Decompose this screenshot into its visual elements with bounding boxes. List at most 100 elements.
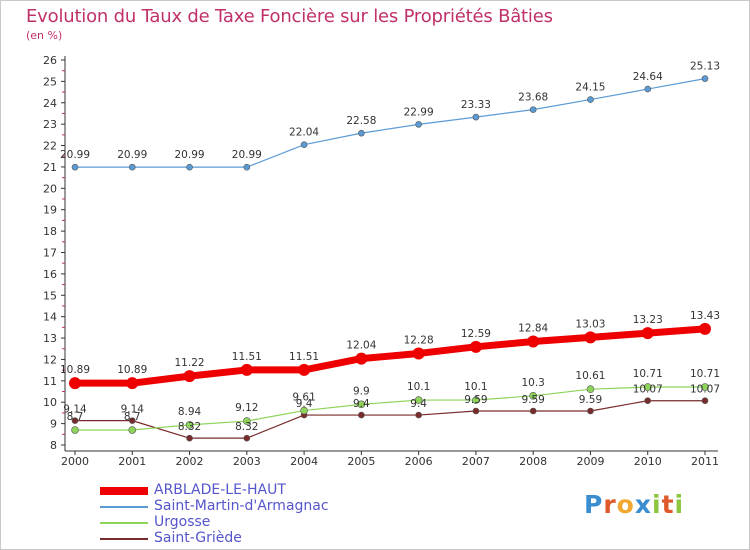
data-label: 12.28: [404, 334, 434, 346]
data-point: [357, 400, 366, 409]
data-label: 8.7: [124, 411, 141, 423]
data-point: [644, 397, 652, 405]
legend-swatch-arblade: [100, 487, 148, 495]
data-point: [527, 335, 540, 348]
data-point: [412, 347, 425, 360]
data-label: 8.7: [67, 411, 84, 423]
data-point: [587, 96, 594, 103]
legend-item-saint-griede: Saint-Griède: [100, 530, 460, 547]
data-point: [643, 383, 652, 391]
legend-label-urgosse: Urgosse: [154, 514, 211, 530]
y-tick-label: 23: [43, 118, 57, 131]
data-label: 9.59: [579, 394, 602, 406]
x-tick-label: 2001: [118, 455, 146, 468]
data-label: 9.4: [410, 398, 427, 410]
data-point: [71, 417, 79, 424]
series-line-1: [75, 78, 706, 168]
y-tick-label: 19: [43, 204, 57, 217]
x-tick-label: 2000: [61, 455, 89, 468]
data-point: [701, 397, 709, 405]
data-point: [414, 396, 423, 404]
data-point: [529, 392, 537, 400]
data-point: [586, 385, 595, 393]
data-label: 8.32: [178, 421, 201, 433]
logo-letter: i: [652, 490, 662, 519]
data-point: [701, 75, 709, 82]
legend-label-arblade: ARBLADE-LE-HAUT: [154, 482, 286, 498]
data-point: [243, 434, 251, 442]
logo-letter: P: [584, 490, 604, 519]
data-point: [186, 434, 193, 442]
data-point: [183, 370, 196, 383]
data-label: 12.84: [518, 322, 548, 334]
data-point: [529, 407, 537, 415]
logo-letter: x: [634, 490, 652, 519]
y-tick-label: 22: [43, 140, 57, 153]
data-label: 20.99: [232, 149, 262, 161]
logo-letter: t: [661, 490, 675, 519]
data-point: [69, 377, 81, 390]
data-label: 10.89: [117, 364, 147, 376]
data-label: 24.15: [575, 82, 605, 94]
x-tick-label: 2010: [634, 455, 662, 468]
data-label: 10.1: [407, 381, 430, 393]
data-label: 10.89: [60, 364, 90, 376]
data-point: [358, 129, 365, 137]
data-point: [641, 327, 654, 340]
data-point: [355, 352, 368, 365]
y-tick-label: 12: [43, 353, 57, 366]
y-tick-label: 20: [43, 182, 57, 195]
data-point: [71, 163, 79, 171]
data-label: 22.58: [346, 115, 376, 127]
data-point: [186, 163, 193, 171]
data-label: 12.59: [461, 328, 491, 340]
chart-title: Evolution du Taux de Taxe Foncière sur l…: [26, 6, 553, 27]
data-label: 9.4: [353, 398, 370, 410]
series-line-3: [75, 400, 705, 439]
data-point: [472, 113, 480, 121]
data-label: 9.14: [63, 404, 87, 416]
y-tick-label: 9: [50, 418, 57, 431]
data-point: [128, 163, 136, 171]
y-tick-label: 16: [43, 268, 57, 281]
legend-swatch-saint-griede: [100, 538, 148, 540]
data-label: 10.1: [464, 381, 487, 393]
data-label: 9.59: [464, 394, 487, 406]
data-point: [300, 406, 308, 415]
data-point: [699, 322, 711, 335]
y-tick-label: 26: [43, 54, 57, 67]
legend-swatch-saint-martin: [100, 506, 148, 508]
data-point: [701, 383, 709, 391]
data-point: [472, 407, 480, 415]
data-label: 9.59: [521, 394, 544, 406]
data-label: 11.51: [289, 351, 319, 363]
data-label: 25.13: [690, 61, 720, 73]
data-point: [300, 141, 308, 148]
legend-item-urgosse: Urgosse: [100, 514, 460, 531]
data-label: 9.12: [235, 402, 258, 414]
series-line-0: [75, 325, 706, 387]
legend-label-saint-griede: Saint-Griède: [154, 530, 242, 546]
data-label: 20.99: [117, 149, 147, 161]
y-tick-label: 14: [43, 311, 57, 324]
x-tick-label: 2003: [233, 455, 261, 468]
x-tick-label: 2006: [405, 455, 433, 468]
x-tick-label: 2004: [290, 455, 318, 468]
data-point: [415, 411, 422, 419]
y-tick-label: 10: [43, 396, 57, 409]
data-point: [240, 363, 253, 376]
x-tick-label: 2011: [691, 455, 719, 468]
data-point: [128, 426, 137, 434]
legend-label-saint-martin: Saint-Martin-d'Armagnac: [154, 498, 329, 514]
y-tick-label: 13: [43, 332, 57, 345]
data-label: 11.51: [232, 351, 262, 363]
y-tick-label: 17: [43, 247, 57, 260]
data-label: 8.32: [235, 421, 258, 433]
data-point: [71, 426, 79, 434]
data-point: [185, 421, 194, 429]
y-tick-label: 21: [43, 161, 57, 174]
data-point: [126, 377, 139, 390]
proxiti-logo: Proxiti: [584, 490, 684, 519]
